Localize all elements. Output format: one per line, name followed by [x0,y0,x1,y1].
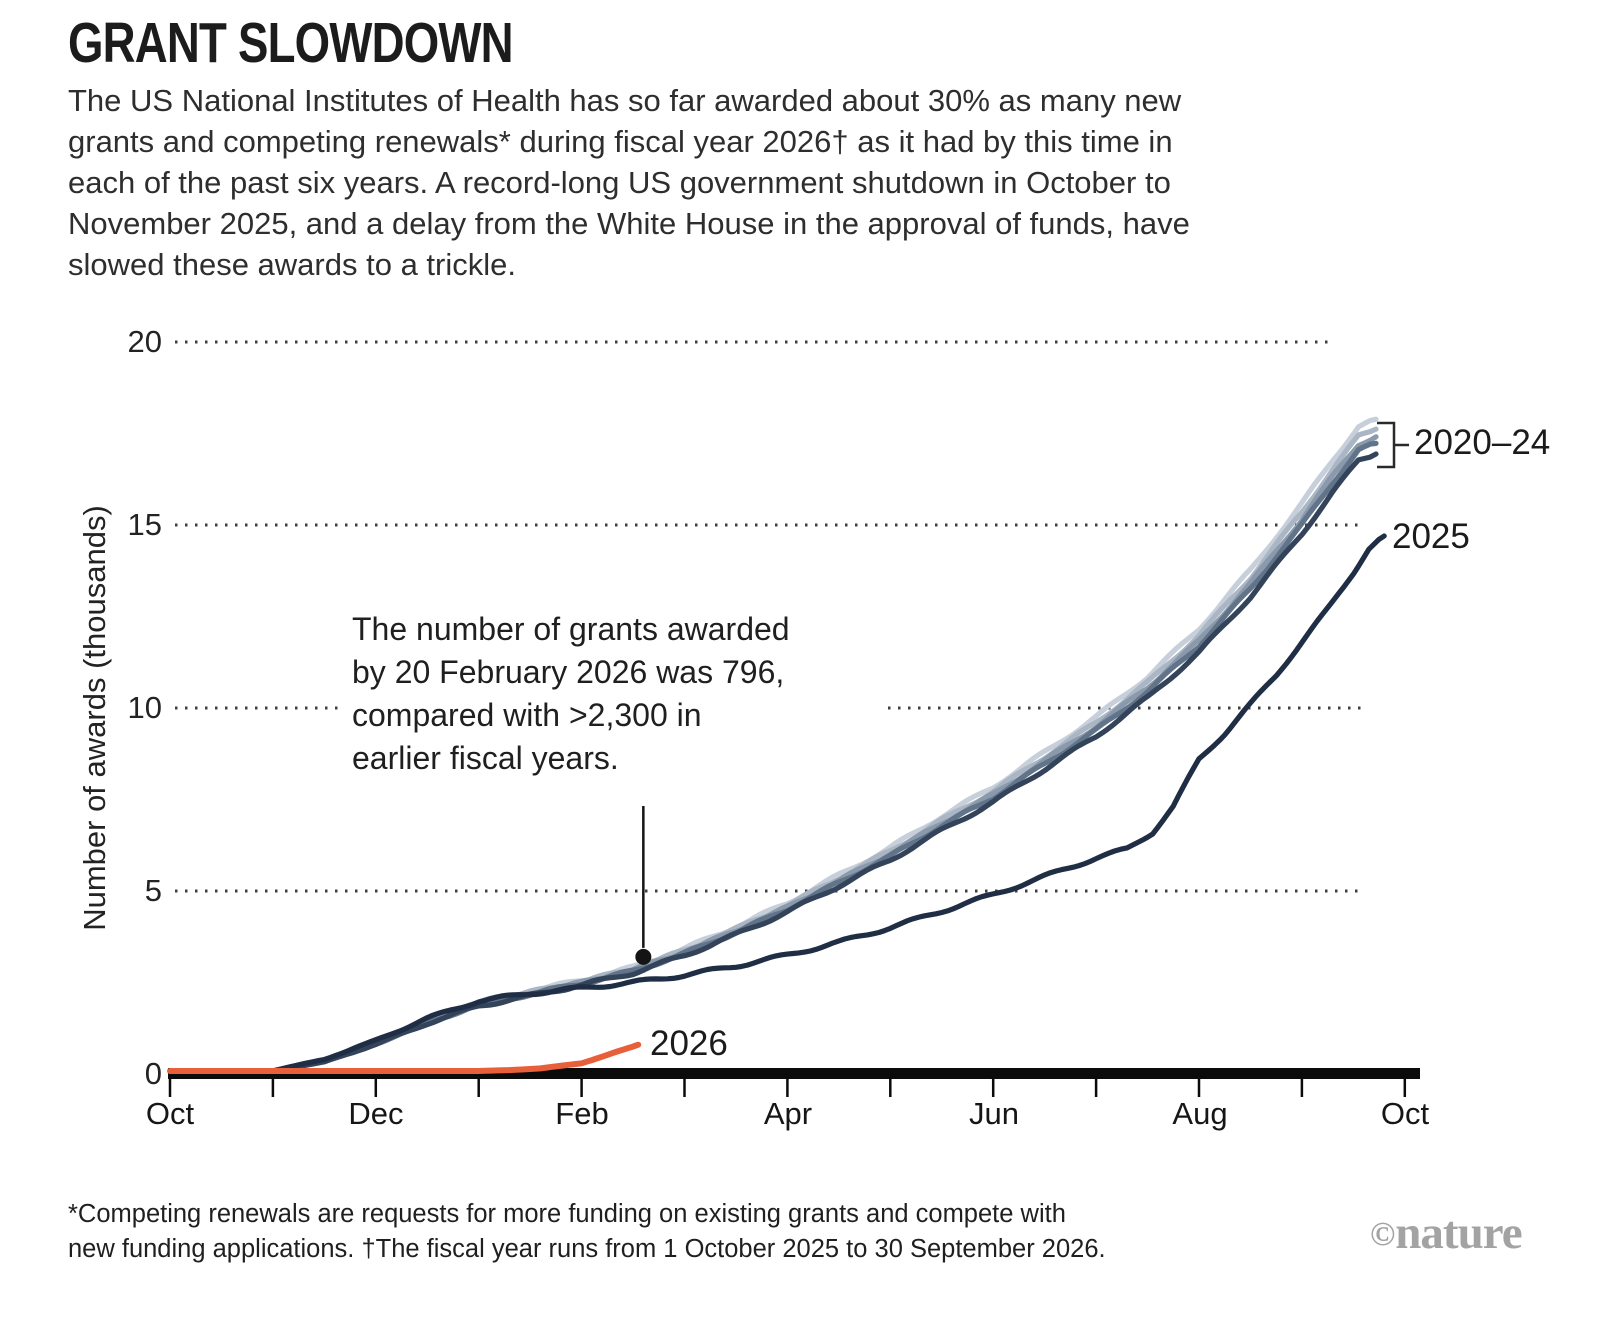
series-label-2026: 2026 [650,1024,728,1063]
x-tick-apr: Apr [763,1096,813,1131]
footnote-line: new funding applications. †The fiscal ye… [68,1235,1106,1263]
series-line-2025 [167,533,1387,1074]
series-label-2025: 2025 [1392,517,1470,556]
series-label-2020-24: 2020–24 [1414,423,1551,462]
y-tick-10: 10 [127,690,162,725]
copyright-icon: © [1370,1216,1395,1253]
x-tick-aug: Aug [1172,1096,1228,1131]
intro-paragraph: The US National Institutes of Health has… [68,80,1190,285]
x-tick-feb: Feb [555,1096,609,1131]
chart-annotation: The number of grants awarded by 20 Febru… [352,608,790,780]
annotation-line: The number of grants awarded [352,611,790,647]
nature-logo-text: nature [1395,1207,1522,1259]
x-tick-oct1: Oct [145,1096,195,1131]
intro-line: each of the past six years. A record-lon… [68,165,1171,200]
page-title: GRANT SLOWDOWN [68,11,514,75]
annotation-line: by 20 February 2026 was 796, [352,654,785,690]
series-line-fy2020-24-line-e [167,451,1379,1074]
x-tick-dec: Dec [348,1096,404,1131]
series-line-2026 [167,1041,642,1074]
series-group-bracket [1377,421,1409,469]
y-tick-5: 5 [144,873,162,908]
y-tick-0: 0 [144,1056,162,1091]
footnote: *Competing renewals are requests for mor… [68,1197,1106,1267]
footnote-line: *Competing renewals are requests for mor… [68,1200,1066,1228]
x-tick-jun: Jun [969,1096,1019,1131]
y-tick-20: 20 [127,324,162,359]
nature-logo: ©nature [1370,1206,1523,1260]
x-tick-oct2: Oct [1380,1096,1430,1131]
x-axis-baseline [168,1068,1420,1079]
annotation-pointer-dot [635,948,652,965]
annotation-line: compared with >2,300 in [352,697,702,733]
y-tick-15: 15 [127,507,162,542]
intro-line: grants and competing renewals* during fi… [68,124,1173,159]
intro-line: slowed these awards to a trickle. [68,247,516,282]
intro-line: November 2025, and a delay from the Whit… [68,206,1190,241]
annotation-line: earlier fiscal years. [352,740,619,776]
intro-line: The US National Institutes of Health has… [68,83,1182,118]
